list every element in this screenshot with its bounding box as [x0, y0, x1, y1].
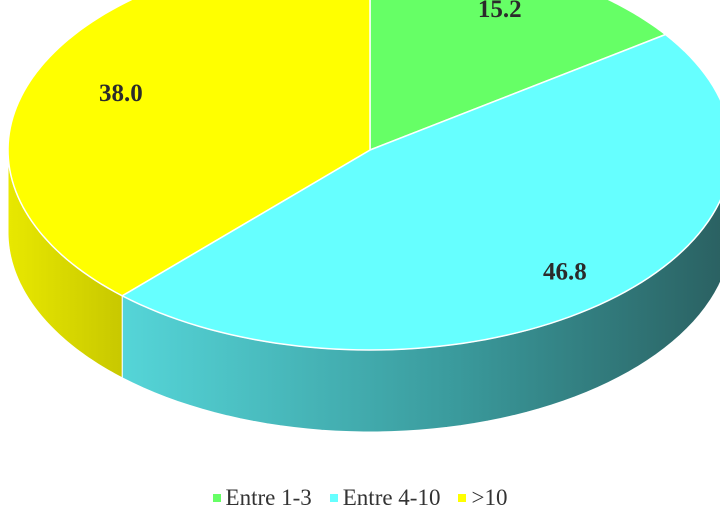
legend-label-10: >10 — [471, 485, 508, 510]
legend-item-entre-4-10: Entre 4-10 — [329, 485, 441, 511]
data-label-10: 38.0 — [99, 80, 143, 107]
legend-item-entre-1-3: Entre 1-3 — [212, 485, 312, 511]
pie-top-faces — [7, 0, 720, 351]
pie-slice-entre-1-3 — [369, 0, 667, 151]
legend-label-entre-1-3: Entre 1-3 — [225, 485, 312, 510]
pie-data-labels: 15.2 46.8 38.0 — [99, 0, 587, 285]
data-label-entre-4-10: 46.8 — [543, 258, 587, 285]
legend-swatch-entre-4-10 — [329, 494, 338, 502]
chart-legend: Entre 1-3 Entre 4-10 >10 — [0, 482, 720, 514]
legend-swatch-10 — [458, 494, 467, 502]
legend-label-entre-4-10: Entre 4-10 — [342, 485, 441, 510]
legend-swatch-entre-1-3 — [212, 494, 221, 502]
pie-slice-entre-4-10 — [121, 33, 720, 351]
data-label-entre-1-3: 15.2 — [478, 0, 522, 23]
legend-item-10: >10 — [458, 485, 507, 511]
pie-slice-10 — [7, 0, 371, 297]
